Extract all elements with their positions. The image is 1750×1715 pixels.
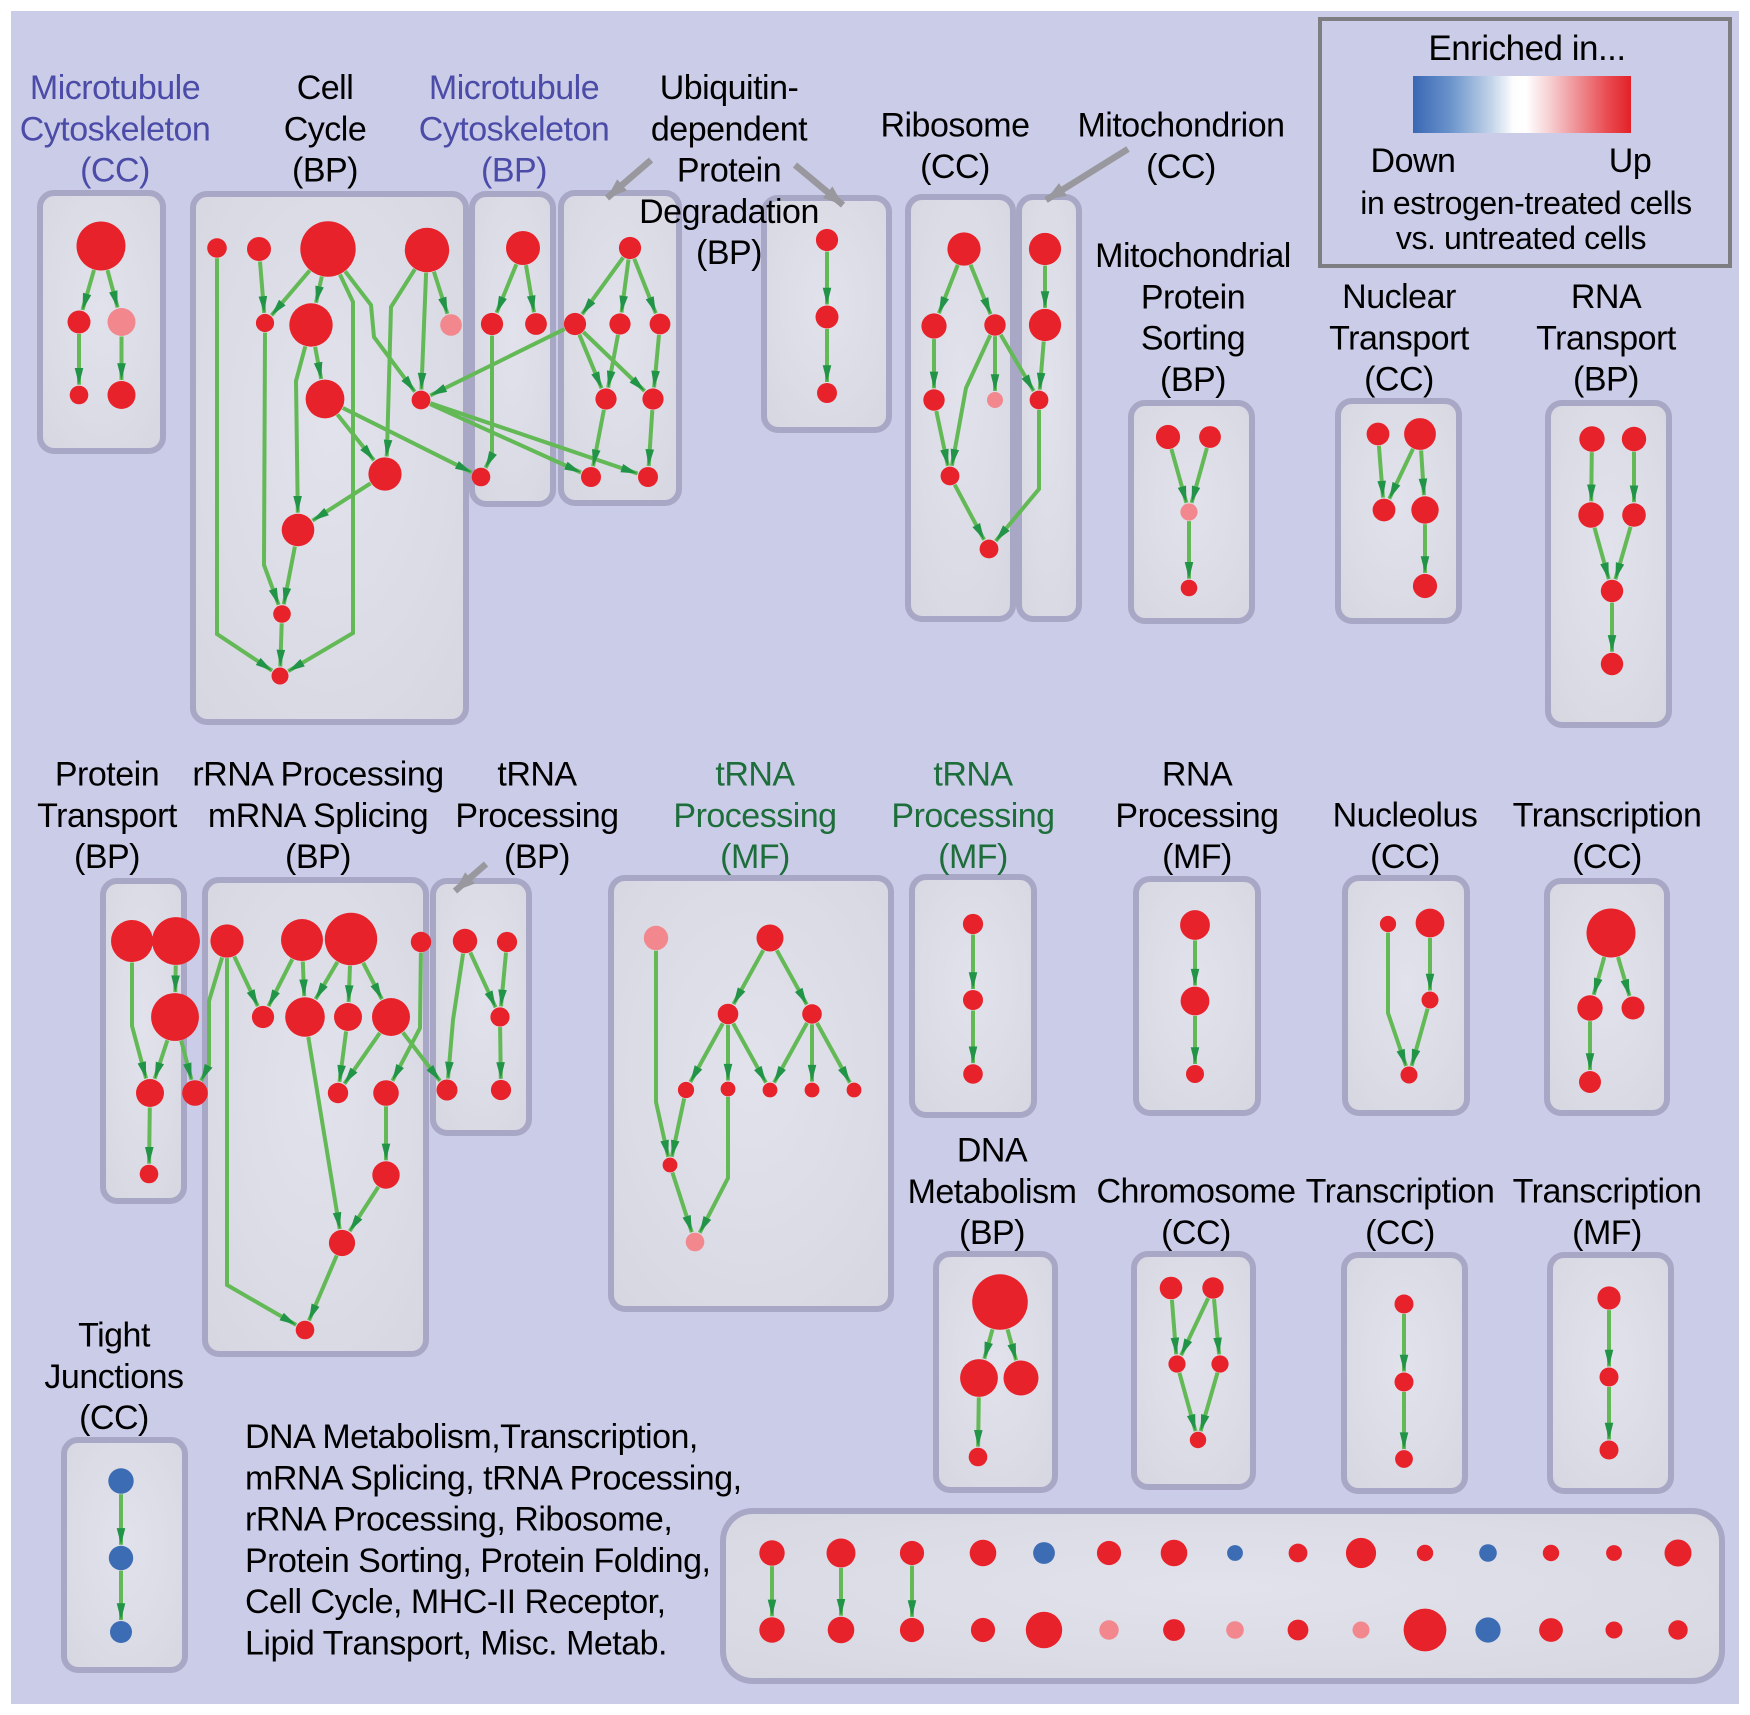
svg-text:Protein: Protein (1141, 278, 1245, 316)
svg-text:(CC): (CC) (1161, 1214, 1231, 1252)
svg-text:(CC): (CC) (1364, 361, 1434, 399)
svg-text:DNA: DNA (957, 1132, 1028, 1170)
svg-text:Transcription: Transcription (1513, 1173, 1702, 1211)
svg-text:Processing: Processing (455, 797, 618, 835)
svg-text:Transcription: Transcription (1306, 1173, 1495, 1211)
svg-text:Lipid Transport, Misc. Metab.: Lipid Transport, Misc. Metab. (245, 1625, 667, 1663)
svg-text:Cytoskeleton: Cytoskeleton (419, 110, 610, 148)
svg-text:(CC): (CC) (79, 1399, 149, 1437)
svg-text:Cycle: Cycle (284, 110, 367, 148)
svg-text:Protein: Protein (55, 756, 159, 794)
svg-text:Cytoskeleton: Cytoskeleton (20, 110, 211, 148)
svg-text:Ribosome: Ribosome (880, 107, 1029, 145)
svg-text:tRNA: tRNA (933, 756, 1013, 794)
svg-text:(MF): (MF) (720, 838, 790, 876)
svg-text:Protein: Protein (677, 152, 781, 190)
svg-text:Junctions: Junctions (44, 1358, 183, 1396)
svg-text:Protein Sorting, Protein Foldi: Protein Sorting, Protein Folding, (245, 1542, 710, 1580)
svg-text:(BP): (BP) (481, 152, 547, 190)
svg-text:(CC): (CC) (1146, 148, 1216, 186)
svg-text:(BP): (BP) (696, 234, 762, 272)
svg-text:(BP): (BP) (959, 1214, 1025, 1252)
svg-text:Transport: Transport (1329, 319, 1470, 357)
svg-text:(CC): (CC) (1365, 1214, 1435, 1252)
svg-text:(CC): (CC) (920, 148, 990, 186)
svg-text:RNA: RNA (1571, 278, 1642, 316)
svg-text:RNA: RNA (1162, 756, 1233, 794)
svg-text:Chromosome: Chromosome (1096, 1173, 1295, 1211)
svg-text:in estrogen-treated cells: in estrogen-treated cells (1360, 185, 1692, 221)
svg-text:Ubiquitin-: Ubiquitin- (660, 69, 799, 107)
svg-text:Nucleolus: Nucleolus (1333, 797, 1478, 835)
svg-text:(CC): (CC) (80, 152, 150, 190)
svg-text:(BP): (BP) (74, 838, 140, 876)
svg-text:(MF): (MF) (938, 838, 1008, 876)
svg-text:(BP): (BP) (285, 838, 351, 876)
svg-text:Mitochondrial: Mitochondrial (1095, 237, 1291, 275)
svg-text:Mitochondrion: Mitochondrion (1077, 107, 1284, 145)
svg-text:Transcription: Transcription (1513, 797, 1702, 835)
svg-text:vs. untreated cells: vs. untreated cells (1396, 220, 1646, 256)
svg-text:Transport: Transport (37, 797, 178, 835)
svg-text:Enriched in...: Enriched in... (1428, 29, 1625, 68)
svg-text:Down: Down (1371, 142, 1456, 180)
svg-text:(MF): (MF) (1162, 838, 1232, 876)
svg-text:(BP): (BP) (1573, 361, 1639, 399)
svg-text:Processing: Processing (673, 797, 836, 835)
svg-text:Nuclear: Nuclear (1342, 278, 1456, 316)
svg-text:Cell: Cell (297, 69, 354, 107)
svg-text:rRNA Processing: rRNA Processing (192, 756, 443, 794)
svg-text:Cell Cycle, MHC-II Receptor,: Cell Cycle, MHC-II Receptor, (245, 1583, 666, 1621)
svg-text:(CC): (CC) (1572, 838, 1642, 876)
svg-text:DNA Metabolism,Transcription,: DNA Metabolism,Transcription, (245, 1418, 698, 1456)
svg-text:Transport: Transport (1536, 319, 1677, 357)
svg-text:(MF): (MF) (1572, 1214, 1642, 1252)
svg-text:Up: Up (1609, 142, 1651, 180)
svg-text:mRNA Splicing, tRNA Processing: mRNA Splicing, tRNA Processing, (245, 1459, 742, 1497)
svg-text:(CC): (CC) (1370, 838, 1440, 876)
svg-text:tRNA: tRNA (497, 756, 577, 794)
svg-text:Processing: Processing (891, 797, 1054, 835)
svg-text:rRNA Processing, Ribosome,: rRNA Processing, Ribosome, (245, 1501, 672, 1539)
svg-text:Sorting: Sorting (1141, 320, 1245, 358)
svg-text:(BP): (BP) (1160, 361, 1226, 399)
svg-text:Microtubule: Microtubule (30, 69, 200, 107)
svg-text:mRNA Splicing: mRNA Splicing (208, 797, 428, 835)
svg-text:Tight: Tight (78, 1317, 151, 1355)
svg-text:Metabolism: Metabolism (908, 1173, 1077, 1211)
svg-text:dependent: dependent (651, 110, 808, 148)
svg-text:tRNA: tRNA (715, 756, 795, 794)
svg-text:(BP): (BP) (504, 838, 570, 876)
svg-text:(BP): (BP) (292, 152, 358, 190)
svg-text:Degradation: Degradation (639, 193, 819, 231)
svg-text:Processing: Processing (1115, 797, 1278, 835)
svg-text:Microtubule: Microtubule (429, 69, 599, 107)
